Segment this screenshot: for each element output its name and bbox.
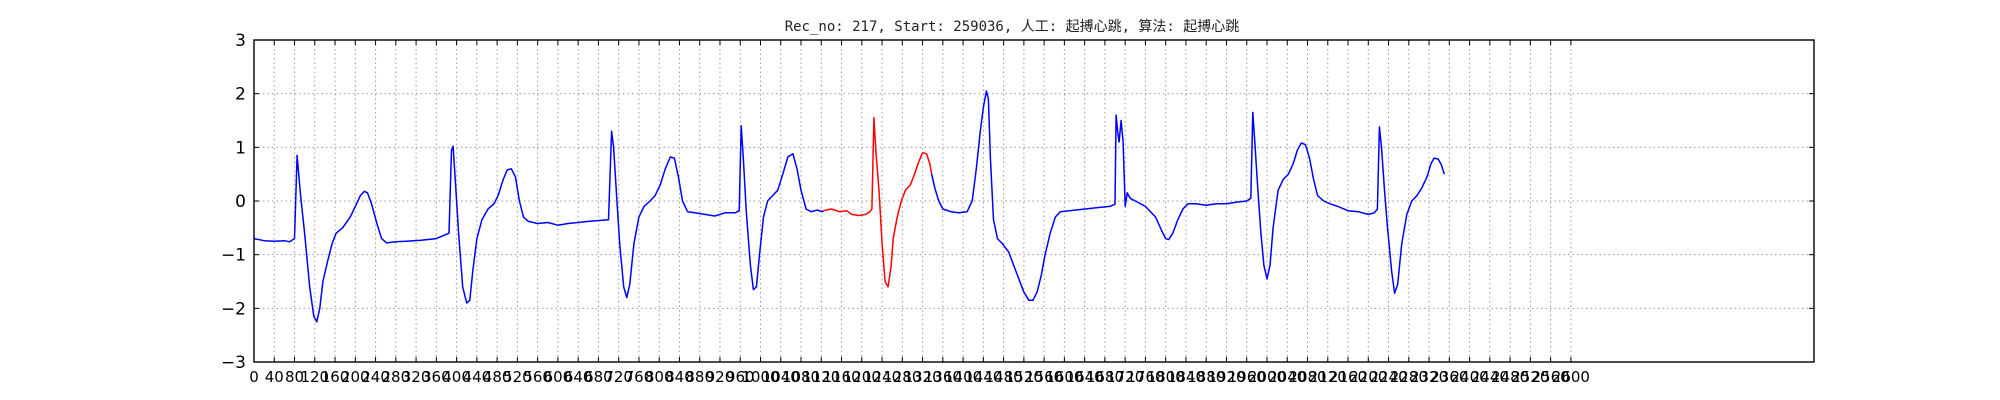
x-tick-label: 1240	[863, 368, 901, 386]
x-tick-label: 1400	[944, 368, 982, 386]
x-tick-label: 720	[604, 368, 633, 386]
grid	[254, 40, 1814, 362]
x-tick-label: 1880	[1187, 368, 1225, 386]
x-tick-label: 960	[726, 368, 755, 386]
x-tick-label: 40	[265, 368, 284, 386]
x-tick-label: 840	[665, 368, 694, 386]
chart-title: Rec_no: 217, Start: 259036, 人工: 起搏心跳, 算法…	[785, 18, 1240, 35]
x-tick-label: 2560	[1532, 368, 1570, 386]
x-tick-label: 1760	[1126, 368, 1164, 386]
x-tick-label: 1120	[802, 368, 840, 386]
x-tick-label: 1320	[903, 368, 941, 386]
x-tick-label: 920	[706, 368, 735, 386]
series-line-3	[930, 90, 1446, 302]
x-tick-label: 2160	[1329, 368, 1367, 386]
y-axis: −3 −2 −1 0 1 2 3	[221, 31, 1814, 373]
x-tick-label: 2440	[1471, 368, 1509, 386]
x-tick-label: 2000	[1248, 368, 1286, 386]
y-tick-label: 0	[235, 192, 246, 212]
x-tick-label: 1840	[1167, 368, 1205, 386]
x-tick-label: 160	[321, 368, 350, 386]
x-tick-label: 440	[463, 368, 492, 386]
x-tick-label: 2360	[1430, 368, 1468, 386]
x-tick-label: 680	[584, 368, 613, 386]
x-tick-label: 400	[442, 368, 471, 386]
x-tick-label: 640	[564, 368, 593, 386]
x-tick-label: 1920	[1207, 368, 1245, 386]
x-tick-label: 1080	[782, 368, 820, 386]
x-tick-label: 760	[625, 368, 654, 386]
x-tick-label: 120	[300, 368, 329, 386]
x-tick-label: 1480	[985, 368, 1023, 386]
x-tick-label: 1720	[1106, 368, 1144, 386]
x-tick-label: 320	[402, 368, 431, 386]
x-tick-label: 2400	[1450, 368, 1488, 386]
x-tick-label: 1040	[762, 368, 800, 386]
x-tick-label: 1800	[1147, 368, 1185, 386]
x-tick-label: 560	[523, 368, 552, 386]
x-tick-label: 1680	[1086, 368, 1124, 386]
x-tick-label: 2320	[1410, 368, 1448, 386]
x-tick-label: 240	[361, 368, 390, 386]
x-tick-label: 2480	[1491, 368, 1529, 386]
x-tick-label: 600	[544, 368, 573, 386]
x-tick-label: 1200	[843, 368, 881, 386]
x-tick-label: 1160	[822, 368, 860, 386]
x-tick-label: 880	[685, 368, 714, 386]
x-tick-label: 1440	[964, 368, 1002, 386]
series-group	[253, 90, 1446, 323]
x-tick-label: 2520	[1511, 368, 1549, 386]
x-tick-label: 80	[285, 368, 304, 386]
y-tick-label: −1	[221, 246, 246, 266]
y-tick-label: 1	[235, 138, 246, 158]
series-line-1	[253, 125, 824, 323]
x-tick-label: 1960	[1228, 368, 1266, 386]
y-tick-label: 3	[235, 31, 246, 51]
x-tick-label: 0	[249, 368, 259, 386]
x-axis: 0 40 8012016020024028032036040044048052056…	[249, 40, 1590, 386]
y-tick-label: 2	[235, 85, 246, 105]
x-tick-label: 2280	[1390, 368, 1428, 386]
x-tick-label: 800	[645, 368, 674, 386]
x-tick-label: 2240	[1369, 368, 1407, 386]
x-tick-label: 2040	[1268, 368, 1306, 386]
x-tick-label: 200	[341, 368, 370, 386]
series-line-2	[823, 117, 933, 288]
x-tick-label: 1520	[1005, 368, 1043, 386]
x-tick-label: 1000	[741, 368, 779, 386]
x-tick-label: 1360	[924, 368, 962, 386]
y-tick-label: −3	[221, 353, 246, 373]
x-tick-label: 1600	[1045, 368, 1083, 386]
x-tick-label: 1560	[1025, 368, 1063, 386]
x-tick-label: 360	[422, 368, 451, 386]
x-tick-label: 520	[503, 368, 532, 386]
x-tick-label: 2600	[1552, 368, 1590, 386]
x-tick-label: 1640	[1066, 368, 1104, 386]
x-tick-label: 480	[483, 368, 512, 386]
x-tick-label: 2080	[1288, 368, 1326, 386]
x-tick-label: 1280	[883, 368, 921, 386]
x-tick-label: 2120	[1309, 368, 1347, 386]
y-tick-label: −2	[221, 299, 246, 319]
x-tick-label: 280	[381, 368, 410, 386]
x-tick-label: 2200	[1349, 368, 1387, 386]
